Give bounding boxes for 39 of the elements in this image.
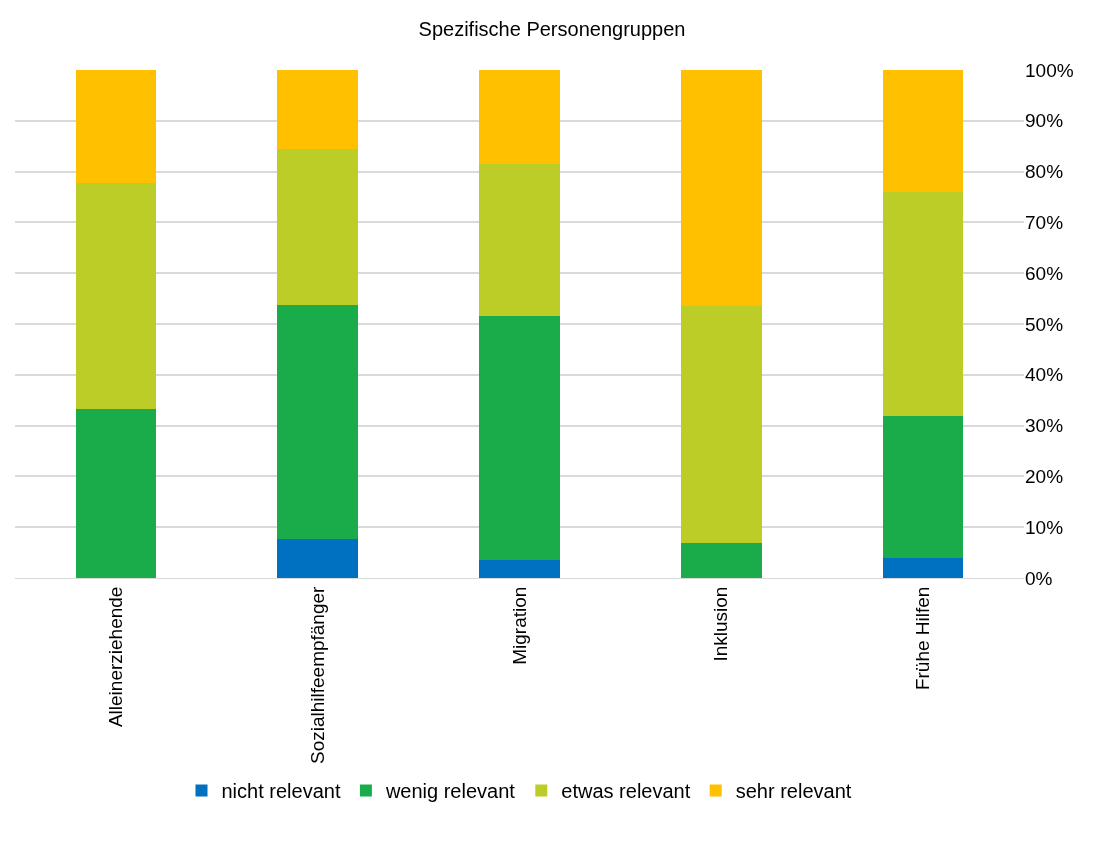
bar <box>882 415 964 559</box>
legend-label: sehr relevant <box>735 780 852 803</box>
bar <box>479 163 560 316</box>
bar <box>882 558 964 578</box>
bar <box>882 191 964 416</box>
y-tick-label: 10% <box>1025 516 1064 538</box>
chart-title: Spezifische Personengruppen <box>418 17 686 40</box>
bar <box>75 182 157 409</box>
x-tick-label: Migration <box>508 586 530 665</box>
x-tick-label: Inklusion <box>710 586 732 662</box>
y-tick-label: 100% <box>1025 59 1074 81</box>
x-tick-label: Frühe Hilfen <box>912 586 934 691</box>
bar <box>882 70 964 192</box>
x-tick-label: Sozialhilfeempfänger <box>306 585 328 765</box>
bar <box>680 542 762 578</box>
bar <box>277 305 359 539</box>
bar <box>479 315 560 561</box>
bar <box>479 560 560 578</box>
y-tick-label: 0% <box>1025 567 1053 589</box>
bar <box>479 70 560 164</box>
bar <box>75 70 157 183</box>
legend-label: wenig relevant <box>384 780 516 803</box>
bar <box>277 538 359 578</box>
legend-label: nicht relevant <box>221 780 341 803</box>
y-tick-label: 90% <box>1025 110 1064 132</box>
y-tick-label: 60% <box>1025 262 1064 284</box>
bar <box>680 306 762 543</box>
bar <box>75 408 157 578</box>
legend-label: etwas relevant <box>561 780 691 803</box>
y-tick-label: 30% <box>1025 415 1064 437</box>
y-tick-label: 40% <box>1025 364 1064 386</box>
y-tick-label: 20% <box>1025 466 1064 488</box>
y-tick-label: 80% <box>1025 161 1064 183</box>
y-tick-label: 70% <box>1025 212 1064 234</box>
bar <box>680 70 762 307</box>
bar <box>277 149 359 306</box>
y-tick-label: 50% <box>1025 313 1064 335</box>
x-tick-label: Alleinerziehende <box>105 586 127 728</box>
bar <box>277 70 359 150</box>
